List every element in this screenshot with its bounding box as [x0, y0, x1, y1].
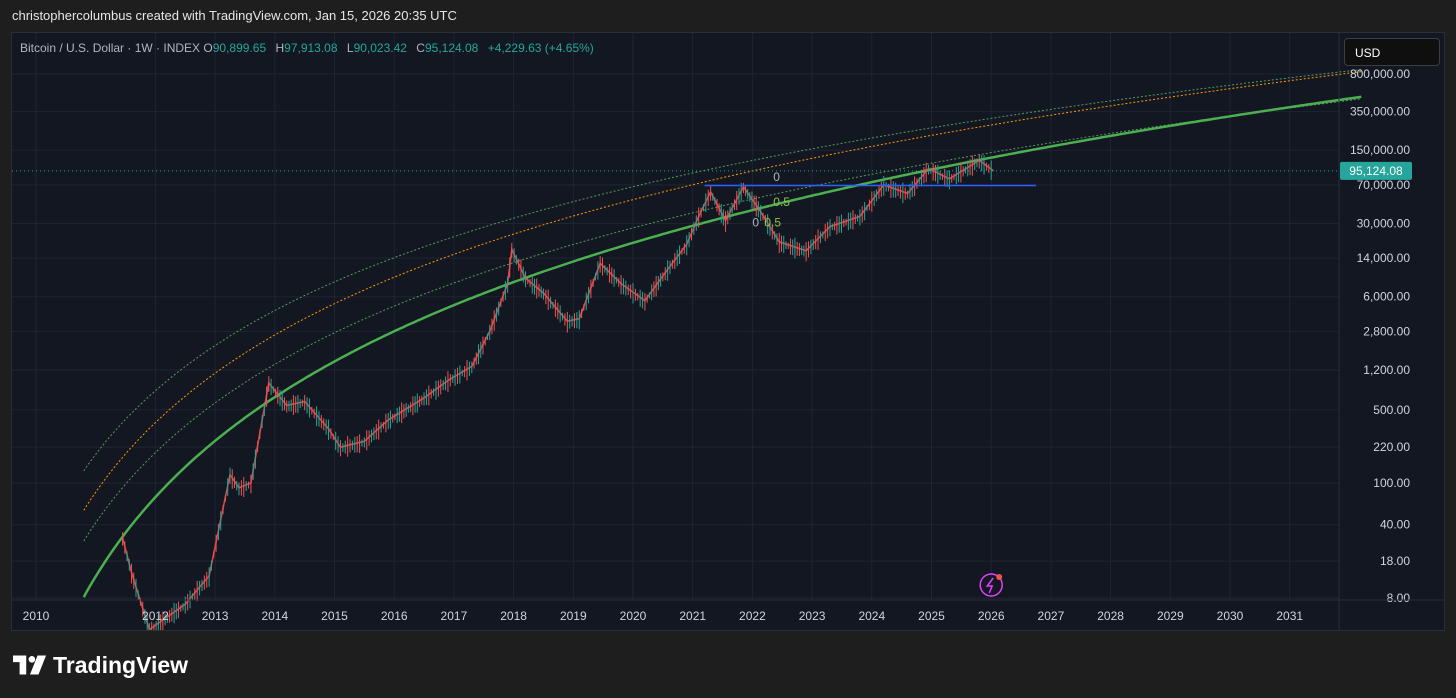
- y-axis-tick-label: 18.00: [1380, 554, 1410, 568]
- y-axis-tick-label: 14,000.00: [1357, 251, 1411, 265]
- brand-name: TradingView: [53, 651, 189, 678]
- x-axis-tick-label: 2015: [321, 609, 348, 623]
- open-value: 90,899.65: [212, 41, 267, 55]
- price-series-line: [121, 159, 995, 630]
- tradingview-logo-icon: [13, 655, 47, 675]
- upper-green-band: [83, 69, 1362, 472]
- low-value: 90,023.42: [353, 41, 407, 55]
- y-axis-tick-label: 500.00: [1373, 403, 1410, 417]
- orange-band: [83, 71, 1362, 511]
- x-axis-tick-label: 2014: [261, 609, 288, 623]
- tradingview-logo: TradingView: [13, 652, 188, 678]
- y-axis-tick-label: 350,000.00: [1350, 105, 1410, 119]
- flash-icon-badge: [996, 574, 1003, 580]
- x-axis-tick-label: 2025: [918, 609, 945, 623]
- x-axis-tick-label: 2022: [739, 609, 766, 623]
- chart-frame[interactable]: 0 0.5 0 0.5 800,000.00 350,000.00 150,000.00 70…: [11, 32, 1445, 631]
- x-axis-tick-label: 2018: [500, 609, 527, 623]
- open-key: O: [203, 41, 213, 55]
- x-axis-tick-label: 2027: [1038, 609, 1065, 623]
- x-axis-tick-label: 2028: [1097, 609, 1124, 623]
- currency-button[interactable]: USD: [1344, 38, 1440, 66]
- change-value: +4,229.63 (+4.65%): [487, 41, 594, 55]
- x-axis-tick-label: 2013: [202, 609, 229, 623]
- high-value: 97,913.08: [284, 41, 338, 55]
- y-axis-tick-label: 150,000.00: [1350, 143, 1410, 157]
- high-key: H: [275, 41, 285, 55]
- x-axis-tick-label: 2031: [1276, 609, 1303, 623]
- y-axis-tick-label: 70,000.00: [1357, 178, 1411, 192]
- x-axis-tick-label: 2021: [679, 609, 706, 623]
- x-axis-tick-label: 2023: [799, 609, 826, 623]
- x-axis-tick-label: 2024: [858, 609, 885, 623]
- y-axis-tick-label: 2,800.00: [1363, 324, 1410, 338]
- fib-label-05: 0.5: [773, 195, 790, 209]
- x-axis-tick-label: 2026: [978, 609, 1005, 623]
- fib-label-05-low: 0.5: [764, 216, 781, 230]
- x-axis-tick-label: 2020: [620, 609, 647, 623]
- symbol-legend: Bitcoin / U.S. Dollar · 1W · INDEX O90,8…: [20, 41, 600, 55]
- x-axis-tick-label: 2016: [381, 609, 408, 623]
- y-axis-tick-label: 40.00: [1380, 518, 1410, 532]
- chart-caption: christophercolumbus created with Trading…: [12, 8, 457, 23]
- fib-label-0: 0: [773, 170, 780, 184]
- support-curve: [82, 95, 1362, 598]
- y-axis-tick-label: 220.00: [1373, 440, 1410, 454]
- price-tag-text: 95,124.08: [1349, 164, 1403, 178]
- price-tag-box: [1340, 161, 1412, 180]
- x-axis-tick-label: 2012: [142, 609, 169, 623]
- price-chart[interactable]: 0 0.5 0 0.5 800,000.00 350,000.00 150,000.00 70…: [12, 33, 1444, 630]
- symbol-name: Bitcoin / U.S. Dollar · 1W · INDEX: [20, 41, 201, 55]
- close-value: 95,124.08: [424, 41, 479, 55]
- y-axis-tick-label: 1,200.00: [1363, 363, 1410, 377]
- flash-icon: [979, 573, 1003, 597]
- low-key: L: [346, 41, 354, 55]
- flash-icon-bolt: [985, 577, 994, 594]
- x-axis-tick-label: 2010: [23, 609, 50, 623]
- x-axis-tick-label: 2017: [441, 609, 468, 623]
- y-axis-tick-label: 8.00: [1387, 591, 1411, 605]
- y-axis-tick-label: 6,000.00: [1363, 290, 1410, 304]
- y-axis-tick-label: 30,000.00: [1357, 216, 1411, 230]
- y-axis-tick-label: 800,000.00: [1350, 67, 1410, 81]
- lower-green-band: [83, 98, 1362, 542]
- x-axis-tick-label: 2019: [560, 609, 587, 623]
- close-key: C: [416, 41, 425, 55]
- y-axis-tick-label: 100.00: [1373, 476, 1410, 490]
- fib-label-0-low: 0: [752, 216, 759, 230]
- chart-caption-bar: christophercolumbus created with Trading…: [0, 0, 1456, 32]
- x-axis-tick-label: 2030: [1217, 609, 1244, 623]
- x-axis-tick-label: 2029: [1157, 609, 1184, 623]
